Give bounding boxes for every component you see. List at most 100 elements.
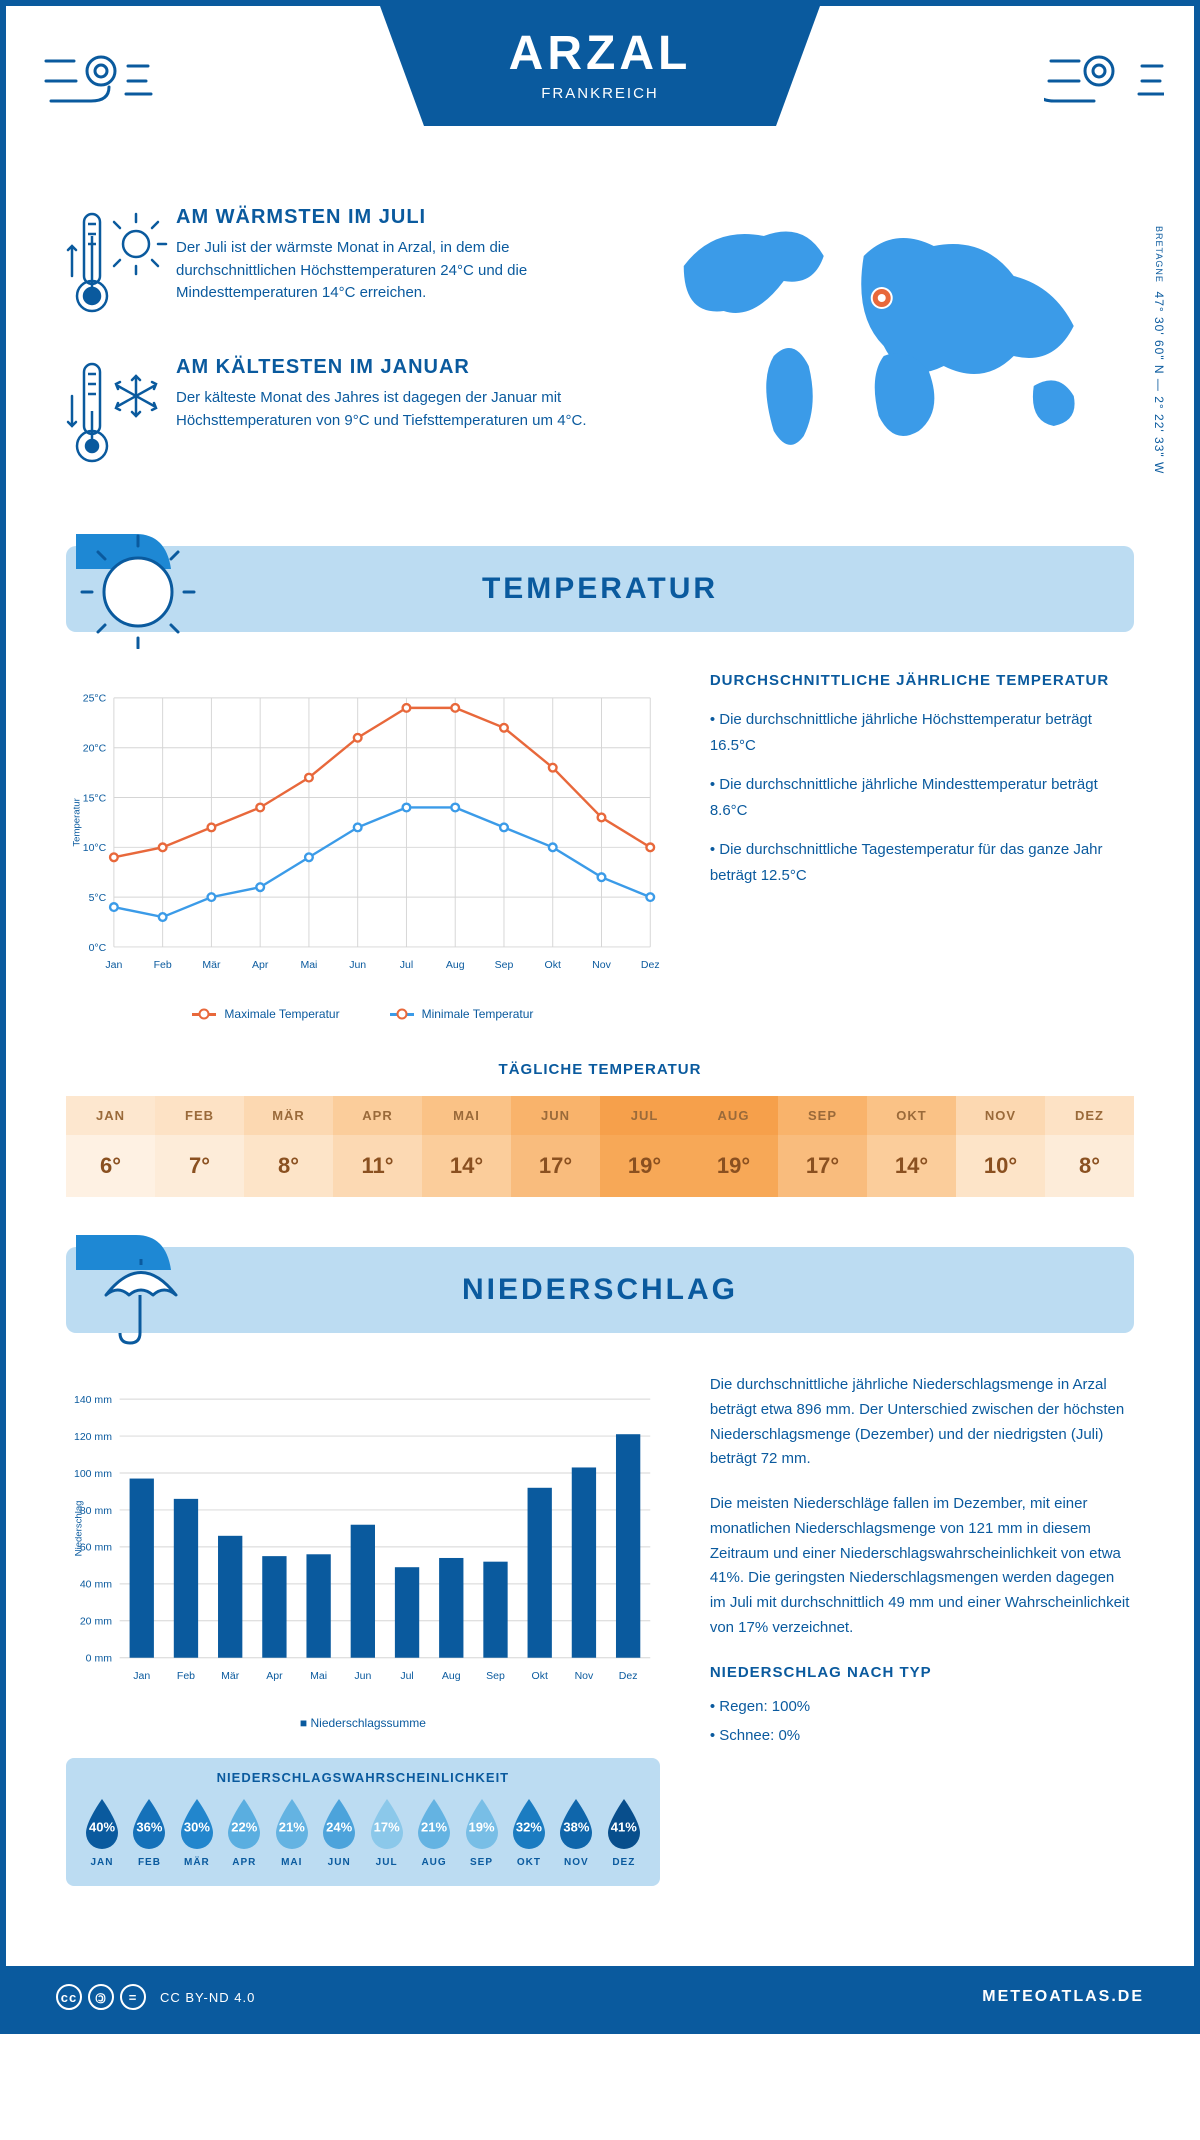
- svg-text:Mär: Mär: [202, 959, 221, 971]
- avg-temp-b1: • Die durchschnittliche jährliche Höchst…: [710, 707, 1134, 758]
- svg-text:120 mm: 120 mm: [74, 1431, 112, 1443]
- svg-text:Mai: Mai: [300, 959, 317, 971]
- temp-value: 8°: [1045, 1135, 1134, 1197]
- precipitation-bar-chart: 0 mm20 mm40 mm60 mm80 mm100 mm120 mm140 …: [66, 1373, 660, 1703]
- temp-value: 8°: [244, 1135, 333, 1197]
- svg-text:Aug: Aug: [446, 959, 465, 971]
- temp-value: 7°: [155, 1135, 244, 1197]
- svg-text:Dez: Dez: [641, 959, 660, 971]
- cc-icons: cc🄯=: [56, 1984, 146, 2010]
- month-header: JAN: [66, 1096, 155, 1135]
- svg-text:10°C: 10°C: [83, 842, 107, 854]
- svg-text:Okt: Okt: [545, 959, 561, 971]
- svg-text:Jan: Jan: [105, 959, 122, 971]
- wind-icon: [36, 36, 156, 131]
- svg-text:Jul: Jul: [400, 959, 413, 971]
- temp-value: 14°: [867, 1135, 956, 1197]
- svg-text:Temperatur: Temperatur: [71, 797, 82, 846]
- month-header: OKT: [867, 1096, 956, 1135]
- month-header: NOV: [956, 1096, 1045, 1135]
- temp-value: 19°: [600, 1135, 689, 1197]
- svg-text:Jul: Jul: [400, 1670, 413, 1682]
- month-header: AUG: [689, 1096, 778, 1135]
- precip-title: NIEDERSCHLAG: [66, 1273, 1134, 1307]
- svg-text:Mär: Mär: [221, 1670, 240, 1682]
- precipitation-section-header: NIEDERSCHLAG: [66, 1247, 1134, 1333]
- precip-type-title: NIEDERSCHLAG NACH TYP: [710, 1661, 1134, 1686]
- probability-drop: 17% JUL: [365, 1797, 409, 1868]
- svg-text:140 mm: 140 mm: [74, 1394, 112, 1406]
- warmest-text: Der Juli ist der wärmste Monat in Arzal,…: [176, 237, 593, 305]
- precip-type1: • Regen: 100%: [710, 1695, 1134, 1720]
- svg-text:Feb: Feb: [154, 959, 172, 971]
- sun-icon: [76, 534, 196, 654]
- probability-drop: 21% AUG: [412, 1797, 456, 1868]
- probability-drop: 41% DEZ: [602, 1797, 646, 1868]
- probability-drop: 38% NOV: [554, 1797, 598, 1868]
- temperature-line-chart: 0°C 5°C 10°C 15°C 20°C 25°C Jan Feb Mär Apr Mai Jun…: [66, 672, 660, 992]
- country-subtitle: FRANKREICH: [460, 85, 740, 102]
- svg-text:Niederschlag: Niederschlag: [73, 1501, 84, 1557]
- temp-value: 19°: [689, 1135, 778, 1197]
- month-header: JUN: [511, 1096, 600, 1135]
- license-text: CC BY-ND 4.0: [160, 1990, 255, 2005]
- temp-value: 10°: [956, 1135, 1045, 1197]
- thermometer-sun-icon: [66, 206, 156, 326]
- footer: cc🄯= CC BY-ND 4.0 METEOATLAS.DE: [6, 1966, 1194, 2028]
- probability-drop: 24% JUN: [317, 1797, 361, 1868]
- probability-drop: 22% APR: [222, 1797, 266, 1868]
- umbrella-icon: [76, 1235, 196, 1355]
- svg-text:20°C: 20°C: [83, 743, 107, 755]
- temperature-section-header: TEMPERATUR: [66, 546, 1134, 632]
- avg-temp-b3: • Die durchschnittliche Tagestemperatur …: [710, 837, 1134, 888]
- svg-text:5°C: 5°C: [89, 892, 107, 904]
- temp-title: TEMPERATUR: [66, 572, 1134, 606]
- month-header: SEP: [778, 1096, 867, 1135]
- month-header: MAI: [422, 1096, 511, 1135]
- daily-temp-table: TÄGLICHE TEMPERATUR JANFEBMÄRAPRMAIJUNJU…: [66, 1061, 1134, 1197]
- month-header: APR: [333, 1096, 422, 1135]
- svg-text:Apr: Apr: [252, 959, 269, 971]
- temp-value: 14°: [422, 1135, 511, 1197]
- svg-text:Feb: Feb: [177, 1670, 195, 1682]
- coldest-text: Der kälteste Monat des Jahres ist dagege…: [176, 387, 593, 432]
- month-header: DEZ: [1045, 1096, 1134, 1135]
- svg-text:Mai: Mai: [310, 1670, 327, 1682]
- site-name: METEOATLAS.DE: [982, 1988, 1144, 2006]
- svg-text:60 mm: 60 mm: [80, 1542, 112, 1554]
- svg-text:15°C: 15°C: [83, 792, 107, 804]
- svg-text:Nov: Nov: [575, 1670, 594, 1682]
- precip-p1: Die durchschnittliche jährliche Niedersc…: [710, 1373, 1134, 1472]
- avg-temp-title: DURCHSCHNITTLICHE JÄHRLICHE TEMPERATUR: [710, 672, 1134, 689]
- svg-text:100 mm: 100 mm: [74, 1468, 112, 1480]
- probability-drop: 21% MAI: [270, 1797, 314, 1868]
- svg-text:Apr: Apr: [266, 1670, 283, 1682]
- coldest-fact: AM KÄLTESTEN IM JANUAR Der kälteste Mona…: [66, 356, 593, 476]
- world-map: BRETAGNE 47° 30' 60" N — 2° 22' 33" W: [633, 206, 1134, 506]
- warmest-fact: AM WÄRMSTEN IM JULI Der Juli ist der wär…: [66, 206, 593, 326]
- header: ARZAL FRANKREICH: [6, 6, 1194, 186]
- temp-value: 6°: [66, 1135, 155, 1197]
- month-header: FEB: [155, 1096, 244, 1135]
- svg-text:40 mm: 40 mm: [80, 1579, 112, 1591]
- temp-value: 11°: [333, 1135, 422, 1197]
- svg-text:Dez: Dez: [619, 1670, 638, 1682]
- precipitation-probability: NIEDERSCHLAGSWAHRSCHEINLICHKEIT 40% JAN …: [66, 1758, 660, 1886]
- coordinates: BRETAGNE 47° 30' 60" N — 2° 22' 33" W: [1152, 226, 1166, 474]
- title-banner: ARZAL FRANKREICH: [380, 6, 820, 126]
- svg-text:Aug: Aug: [442, 1670, 461, 1682]
- svg-text:0°C: 0°C: [89, 942, 107, 954]
- temp-value: 17°: [778, 1135, 867, 1197]
- city-title: ARZAL: [460, 26, 740, 81]
- svg-text:Jun: Jun: [349, 959, 366, 971]
- precip-type2: • Schnee: 0%: [710, 1724, 1134, 1749]
- warmest-title: AM WÄRMSTEN IM JULI: [176, 206, 593, 229]
- svg-text:25°C: 25°C: [83, 693, 107, 705]
- svg-text:Sep: Sep: [495, 959, 514, 971]
- avg-temp-b2: • Die durchschnittliche jährliche Mindes…: [710, 772, 1134, 823]
- svg-text:Okt: Okt: [532, 1670, 548, 1682]
- svg-text:Jan: Jan: [133, 1670, 150, 1682]
- precip-p2: Die meisten Niederschläge fallen im Deze…: [710, 1492, 1134, 1641]
- probability-drop: 36% FEB: [127, 1797, 171, 1868]
- probability-drop: 30% MÄR: [175, 1797, 219, 1868]
